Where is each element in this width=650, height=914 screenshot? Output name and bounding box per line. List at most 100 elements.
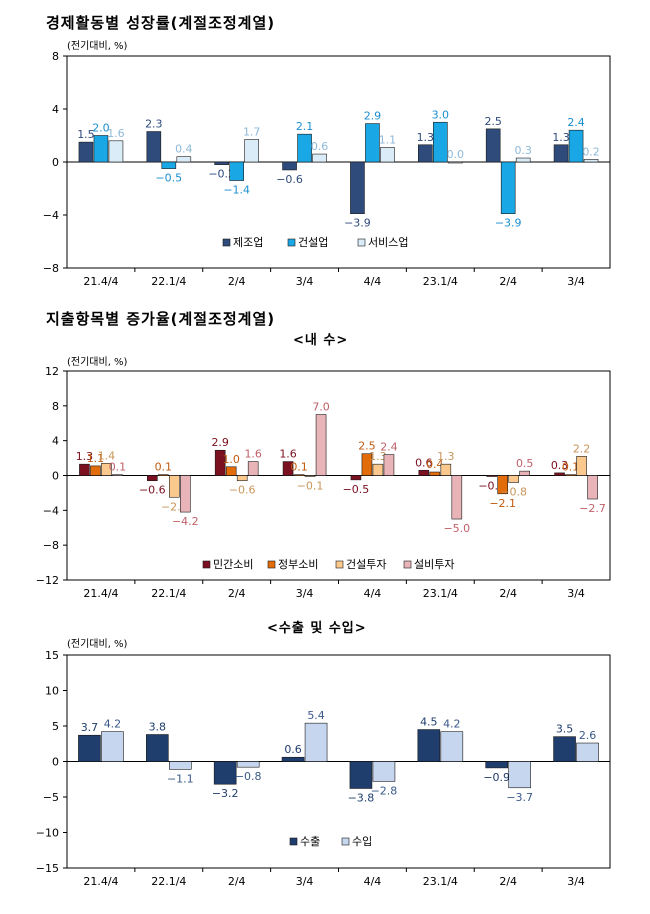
- bar-제조업: [146, 131, 162, 163]
- data-label-수입: −1.1: [167, 772, 194, 785]
- legend-swatch-건설투자: [335, 560, 344, 569]
- legend-swatch-민간소비: [202, 560, 211, 569]
- legend-swatch-제조업: [222, 238, 231, 247]
- data-label-건설투자: 2.2: [573, 442, 591, 455]
- bar-서비스업: [583, 159, 599, 163]
- y-tick-label: −12: [36, 574, 59, 587]
- legend-swatch-설비투자: [403, 560, 412, 569]
- data-label-서비스업: 0.2: [582, 145, 600, 158]
- bar-수출: [78, 734, 101, 762]
- bar-건설투자: [440, 463, 452, 476]
- y-tick-label: −4: [43, 504, 59, 517]
- data-label-설비투자: 0.5: [516, 457, 534, 470]
- data-label-수입: −0.8: [235, 770, 262, 783]
- data-label-수출: −0.9: [483, 771, 510, 784]
- unit-label: (전기대비, %): [67, 638, 128, 650]
- data-label-제조업: 2.3: [145, 118, 163, 131]
- bar-건설투자: [304, 475, 316, 477]
- y-tick-label: 4: [52, 103, 59, 116]
- bar-설비투자: [247, 461, 259, 476]
- data-label-제조업: −0.2: [208, 168, 235, 181]
- data-label-민간소비: 0.3: [551, 459, 569, 472]
- data-label-정부소비: 0.4: [426, 458, 444, 471]
- data-label-수입: 5.4: [307, 709, 325, 722]
- data-label-정부소비: −2.1: [489, 497, 516, 510]
- legend-swatch-건설업: [287, 238, 296, 247]
- data-label-건설업: −3.9: [495, 217, 522, 230]
- data-label-서비스업: 0.6: [311, 140, 329, 153]
- data-label-수입: −3.7: [506, 791, 533, 804]
- legend-swatch-정부소비: [267, 560, 276, 569]
- bar-설비투자: [451, 475, 463, 520]
- bar-건설투자: [169, 475, 180, 498]
- bar-서비스업: [176, 156, 192, 163]
- bar-건설업: [229, 161, 244, 181]
- y-tick-label: 0: [52, 756, 59, 769]
- bar-수출: [349, 761, 373, 789]
- legend-label-수입: 수입: [352, 835, 372, 848]
- data-label-서비스업: 0.3: [514, 144, 532, 157]
- bar-민간소비: [418, 469, 430, 476]
- x-tick-label: 22.1/4: [151, 275, 186, 288]
- bar-건설업: [500, 161, 516, 214]
- data-label-건설투자: −0.8: [500, 485, 527, 498]
- bar-수입: [576, 742, 599, 762]
- data-label-설비투자: 0.1: [109, 461, 127, 474]
- data-label-정부소비: 0.1: [155, 461, 173, 474]
- x-tick-label: 2/4: [228, 587, 246, 600]
- bar-제조업: [485, 128, 501, 163]
- y-tick-label: 12: [45, 365, 59, 378]
- data-label-건설업: 2.1: [296, 120, 314, 133]
- bar-수입: [304, 722, 328, 762]
- data-label-민간소비: 1.3: [76, 450, 94, 463]
- data-label-제조업: 2.5: [484, 115, 502, 128]
- data-label-수출: 3.8: [149, 721, 167, 734]
- legend-label-제조업: 제조업: [233, 236, 263, 249]
- y-tick-label: 0: [52, 156, 59, 169]
- y-tick-label: −8: [43, 262, 59, 275]
- data-label-제조업: 1.3: [417, 131, 435, 144]
- bar-수출: [281, 756, 305, 762]
- data-label-설비투자: 2.4: [380, 441, 398, 454]
- chart-domestic-demand: (전기대비, %) 12 8 4 0 −4 −8 −12 21.4/4 22.1/4 2/4 3/4 4…: [36, 356, 611, 600]
- x-tick-label: 3/4: [296, 275, 314, 288]
- y-tick-label: 5: [52, 720, 59, 733]
- data-label-제조업: 1.3: [552, 131, 570, 144]
- y-tick-label: −15: [36, 862, 59, 875]
- legend-label-정부소비: 정부소비: [278, 558, 318, 571]
- unit-label: (전기대비, %): [67, 356, 128, 368]
- data-label-수출: 0.6: [284, 743, 302, 756]
- data-label-수출: 4.5: [420, 716, 438, 729]
- bar-건설업: [93, 135, 109, 163]
- x-tick-label: 3/4: [296, 587, 314, 600]
- bar-제조업: [350, 161, 365, 214]
- y-tick-label: −4: [43, 209, 59, 222]
- data-label-설비투자: 7.0: [312, 401, 330, 414]
- data-label-건설투자: 1.3: [369, 450, 387, 463]
- bar-민간소비: [554, 472, 565, 476]
- x-tick-label: 23.1/4: [423, 275, 458, 288]
- data-label-정부소비: 1.0: [222, 453, 240, 466]
- bar-수출: [553, 736, 576, 762]
- y-tick-label: −8: [43, 539, 59, 552]
- section-title-growth-by-expenditure: 지출항목별 증가율(계절조정계열): [46, 310, 276, 328]
- legend-label-건설투자: 건설투자: [346, 558, 386, 571]
- y-tick-label: −5: [43, 791, 59, 804]
- bar-건설투자: [101, 463, 112, 476]
- legend-label-수출: 수출: [300, 835, 320, 848]
- subtitle-domestic-demand: <내 수>: [293, 333, 349, 348]
- x-tick-label: 3/4: [567, 587, 585, 600]
- data-label-건설투자: −0.6: [229, 484, 256, 497]
- bar-정부소비: [565, 474, 576, 476]
- bar-민간소비: [214, 449, 226, 476]
- data-label-민간소비: 1.6: [279, 448, 297, 461]
- bar-정부소비: [90, 465, 101, 476]
- bar-건설투자: [508, 475, 519, 483]
- data-label-서비스업: 0.0: [447, 148, 465, 161]
- data-label-수입: −2.8: [371, 784, 398, 797]
- data-label-건설업: −0.5: [155, 172, 182, 185]
- bar-수입: [236, 761, 260, 768]
- data-label-수입: 4.2: [443, 718, 461, 731]
- bar-제조업: [418, 144, 433, 163]
- bar-건설업: [365, 123, 380, 163]
